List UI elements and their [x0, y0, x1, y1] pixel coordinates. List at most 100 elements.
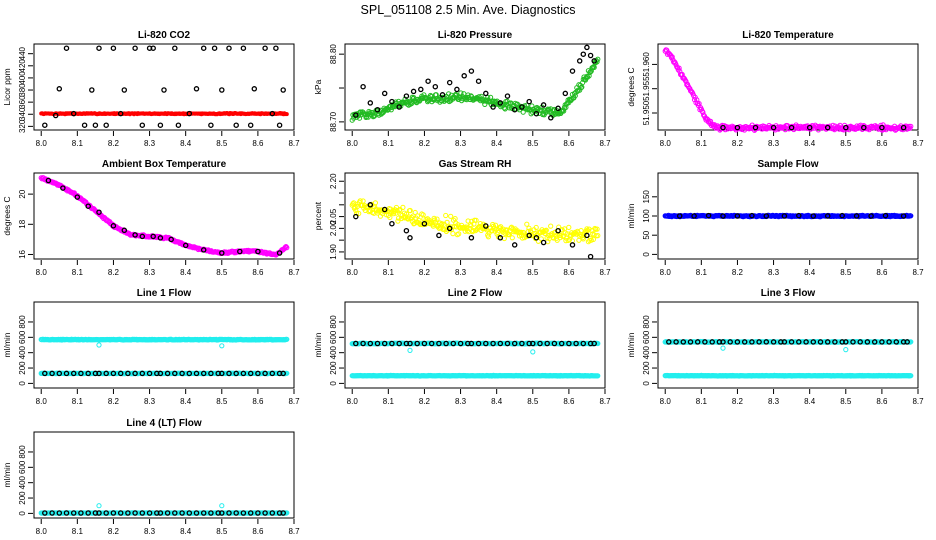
marker-layer — [349, 198, 601, 260]
data-point — [781, 213, 788, 219]
data-point — [893, 339, 900, 345]
data-point — [680, 339, 687, 345]
data-point — [864, 339, 871, 345]
series-diag — [353, 202, 594, 260]
data-point — [200, 370, 207, 377]
data-point — [354, 210, 360, 216]
plot-frame — [33, 172, 295, 260]
data-point — [580, 51, 587, 57]
data-point — [709, 339, 715, 345]
x-tick-label: 8.4 — [180, 527, 192, 536]
data-point — [485, 94, 491, 101]
data-point — [175, 122, 182, 128]
data-point — [74, 194, 81, 200]
x-tick-label: 8.2 — [419, 139, 431, 148]
data-point — [796, 212, 802, 219]
data-point — [520, 109, 526, 115]
data-point — [450, 340, 457, 347]
y-axis-label: Licor ppm — [2, 68, 12, 105]
data-point — [576, 58, 583, 64]
data-point — [219, 510, 225, 516]
data-point — [63, 45, 70, 51]
chart-title: Line 4 (LT) Flow — [126, 418, 202, 429]
y-axis-label: degrees C — [626, 67, 636, 106]
y-axis-label: percent — [313, 201, 323, 230]
y-tick-label: 360 — [18, 95, 27, 109]
data-point — [42, 122, 48, 128]
x-tick-label: 8.0 — [347, 397, 359, 406]
data-point — [164, 510, 171, 516]
data-point — [150, 233, 156, 240]
data-point — [240, 45, 247, 51]
y-tick-label: 440 — [18, 46, 27, 60]
data-point — [226, 45, 232, 51]
x-tick-label: 8.3 — [144, 139, 156, 148]
data-point — [850, 339, 856, 345]
x-tick-label: 8.5 — [216, 139, 228, 148]
x-tick-label: 8.4 — [491, 397, 503, 406]
data-point — [85, 370, 91, 377]
x-tick-label: 8.3 — [455, 268, 467, 277]
x-tick-label: 8.0 — [36, 139, 48, 148]
data-point — [573, 340, 579, 347]
data-point — [387, 214, 393, 220]
x-tick-label: 8.5 — [527, 139, 539, 148]
data-point — [563, 104, 569, 111]
y-tick-label: 1.90 — [329, 244, 338, 260]
data-point — [509, 235, 515, 241]
data-point — [418, 86, 424, 93]
data-point — [511, 106, 518, 113]
chart-panel-5: Gas Stream RH8.0 8.1 8.2 8.3 8.4 8.5 8.6 8.71.9… — [313, 159, 611, 277]
x-tick-label: 8.0 — [36, 268, 48, 277]
data-point — [456, 231, 462, 237]
data-point — [262, 370, 268, 377]
data-point — [504, 340, 511, 347]
y-tick-label: 600 — [642, 330, 651, 344]
x-tick-label: 8.4 — [804, 268, 816, 277]
data-point — [465, 218, 471, 224]
data-point — [554, 237, 560, 243]
data-point — [360, 198, 366, 204]
data-point — [63, 510, 70, 516]
data-point — [548, 115, 554, 121]
series-avg-outliers — [96, 342, 225, 349]
x-tick-label: 8.1 — [72, 397, 84, 406]
data-point — [446, 225, 453, 232]
data-point — [882, 212, 889, 219]
x-tick-label: 8.0 — [347, 139, 359, 148]
y-tick-label: 800 — [18, 445, 27, 459]
data-point — [407, 340, 413, 347]
x-tick-label: 8.1 — [696, 268, 708, 277]
data-point — [519, 340, 525, 347]
x-tick-label: 8.2 — [108, 139, 120, 148]
data-point — [157, 370, 164, 377]
y-axis-label: ml/min — [2, 462, 12, 487]
data-point — [543, 227, 549, 233]
data-point — [666, 339, 672, 345]
data-point — [186, 110, 193, 117]
data-point — [720, 345, 726, 351]
data-point — [781, 339, 788, 345]
data-point — [439, 221, 445, 227]
data-point — [518, 229, 524, 235]
data-point — [280, 370, 286, 377]
data-point — [908, 373, 914, 379]
y-tick-label: 340 — [18, 107, 27, 121]
data-point — [172, 510, 178, 516]
y-tick-label: 800 — [329, 315, 338, 329]
data-point — [673, 339, 679, 345]
data-point — [796, 339, 802, 345]
data-point — [103, 370, 109, 377]
data-point — [269, 110, 276, 117]
chart-title: Ambient Box Temperature — [102, 159, 227, 170]
data-point — [886, 339, 892, 345]
data-point — [132, 232, 138, 238]
data-point — [200, 510, 207, 516]
data-point — [110, 45, 117, 51]
series-diag — [42, 510, 286, 516]
x-tick-label: 8.2 — [419, 268, 431, 277]
data-point — [473, 217, 479, 223]
data-point — [734, 124, 741, 131]
data-point — [372, 200, 378, 206]
